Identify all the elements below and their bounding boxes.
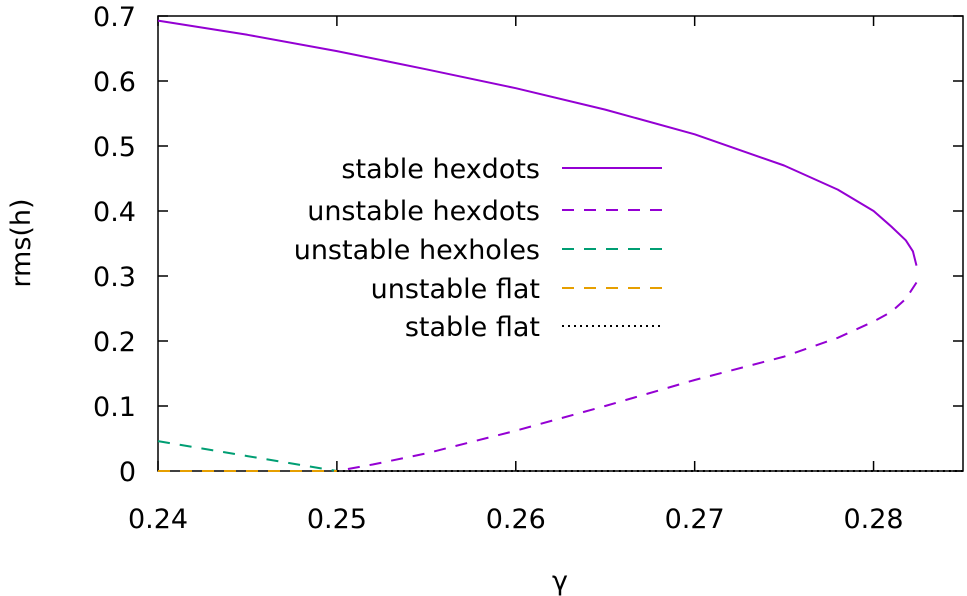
tick-marks (157, 15, 963, 472)
y-tick-label: 0.2 (93, 327, 136, 358)
y-tick-label: 0 (119, 457, 136, 488)
legend-label: stable hexdots (341, 154, 540, 185)
legend-label: unstable hexdots (307, 196, 540, 227)
series-unstable-hexdots (336, 281, 918, 472)
y-tick-label: 0.6 (93, 67, 136, 98)
x-tick-label: 0.27 (665, 504, 725, 535)
x-tick-label: 0.24 (128, 504, 188, 535)
x-axis-label: γ (552, 566, 568, 596)
y-tick-label: 0.7 (93, 2, 136, 33)
legend-label: unstable hexholes (294, 235, 540, 266)
series-unstable-hexholes (157, 440, 338, 472)
x-tick-label: 0.25 (307, 504, 367, 535)
legend-label: unstable flat (371, 274, 540, 305)
legend-label: stable flat (405, 312, 540, 343)
y-tick-label: 0.1 (93, 392, 136, 423)
legend: stable hexdots unstable hexdots unstable h… (294, 154, 662, 343)
series-stable-hexdots (157, 19, 918, 266)
x-tick-label: 0.26 (486, 504, 546, 535)
y-tick-label: 0.3 (93, 262, 136, 293)
y-tick-label: 0.4 (93, 197, 136, 228)
plot-area-frame (157, 15, 964, 472)
series-lines (157, 19, 963, 472)
y-tick-label: 0.5 (93, 132, 136, 163)
y-axis-label: rms(h) (6, 198, 37, 287)
tick-labels: 0.24 0.25 0.26 0.27 0.28 0 0.1 0.2 0.3 0.4 0.5 0.6 0… (93, 2, 904, 535)
x-tick-label: 0.28 (843, 504, 903, 535)
